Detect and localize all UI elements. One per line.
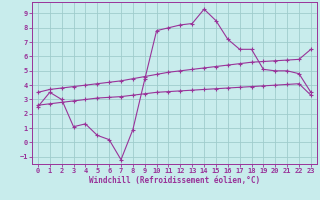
X-axis label: Windchill (Refroidissement éolien,°C): Windchill (Refroidissement éolien,°C) xyxy=(89,176,260,185)
